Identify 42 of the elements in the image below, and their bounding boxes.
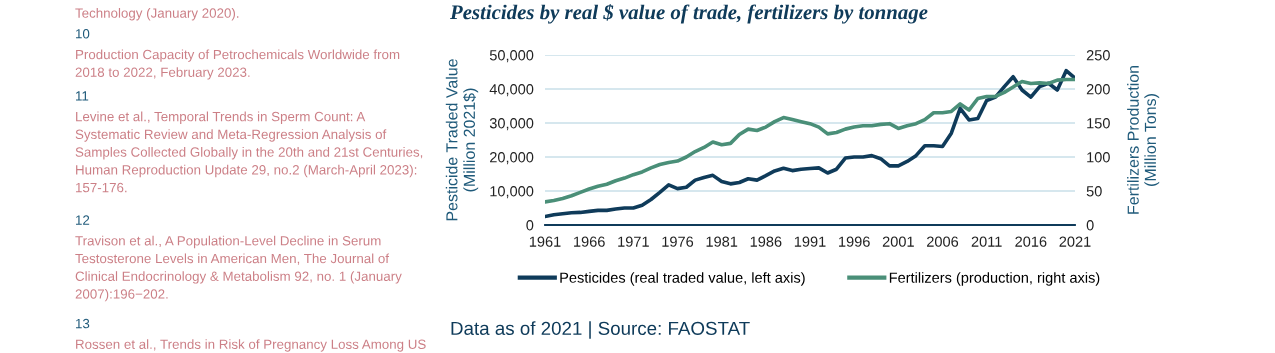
line-series (545, 68, 1075, 219)
y2-tick-label: 0 (1086, 220, 1094, 231)
line-series (545, 77, 1075, 204)
text: Rossen et al., Trends in Risk of Pregnancy Loss Among US (76, 339, 426, 352)
x-tick-label: 2021 (1059, 236, 1091, 247)
text: 10 (76, 29, 90, 39)
text: Travison et al., A Population-Level Decline in Serum Testosterone Levels in American Men, The Journal of Clinical Endocrinology & Metabolism 92, no. 1 (January 2007):196−202. (75, 235, 402, 302)
y-tick-label: 10,000 (490, 186, 534, 199)
x-tick-label: 1976 (662, 236, 694, 247)
x-tick-label: 1981 (706, 236, 738, 247)
text: Levine et al., Temporal Trends in Sperm Count: A Systematic Review and Meta-Regression Analysis of Samples Collected Globally in the 20th and 21st Centuries, Human Reproduction Update 29, no.2 (March-April 2023): 157-176. (75, 111, 423, 193)
text: Data as of 2021 | Source: FAOSTAT (451, 321, 750, 339)
x-tick-label: 1986 (750, 236, 782, 247)
text: Production Capacity of Petrochemicals Worldwide from 2018 to 2022, February 2023. (75, 49, 400, 80)
text: 11 (76, 91, 89, 101)
x-tick-label: 1996 (839, 236, 870, 247)
y2-tick-label: 50 (1086, 186, 1102, 197)
y-axis-title: Pesticide Traded Value (Million 2021$) (445, 59, 479, 221)
chart-title: Pesticides by real $ value of trade, fertilizers by tonnage (449, 4, 928, 24)
y-tick-label: 30,000 (489, 118, 534, 131)
y-tick-label: 50,000 (489, 50, 534, 63)
x-tick-label: 2001 (882, 236, 914, 247)
x-tick-label: 2006 (927, 236, 959, 247)
y2-tick-label: 100 (1087, 152, 1110, 163)
y-tick-label: 0 (526, 220, 534, 231)
x-tick-label: 1991 (794, 236, 826, 247)
y2-axis-title: Fertilizers Production (Million Tons) (1127, 66, 1160, 214)
x-tick-label: 1971 (618, 236, 649, 247)
y2-tick-label: 200 (1086, 84, 1110, 95)
y-tick-label: 40,000 (489, 84, 534, 97)
text: 13 (76, 318, 90, 329)
legend-label: Pesticides (real traded value, left axis) (560, 272, 805, 286)
y2-tick-label: 250 (1086, 50, 1110, 61)
y-tick-label: 20,000 (490, 152, 534, 165)
legend-label: Fertilizers (production, right axis) (889, 272, 1100, 286)
text: Technology (January 2020). (75, 8, 239, 21)
x-tick-label: 1966 (574, 236, 605, 247)
x-tick-label: 1961 (529, 236, 561, 247)
x-tick-label: 2011 (971, 236, 1002, 247)
text: 12 (76, 215, 90, 225)
x-tick-label: 2016 (1015, 236, 1047, 247)
y2-tick-label: 150 (1087, 118, 1110, 129)
